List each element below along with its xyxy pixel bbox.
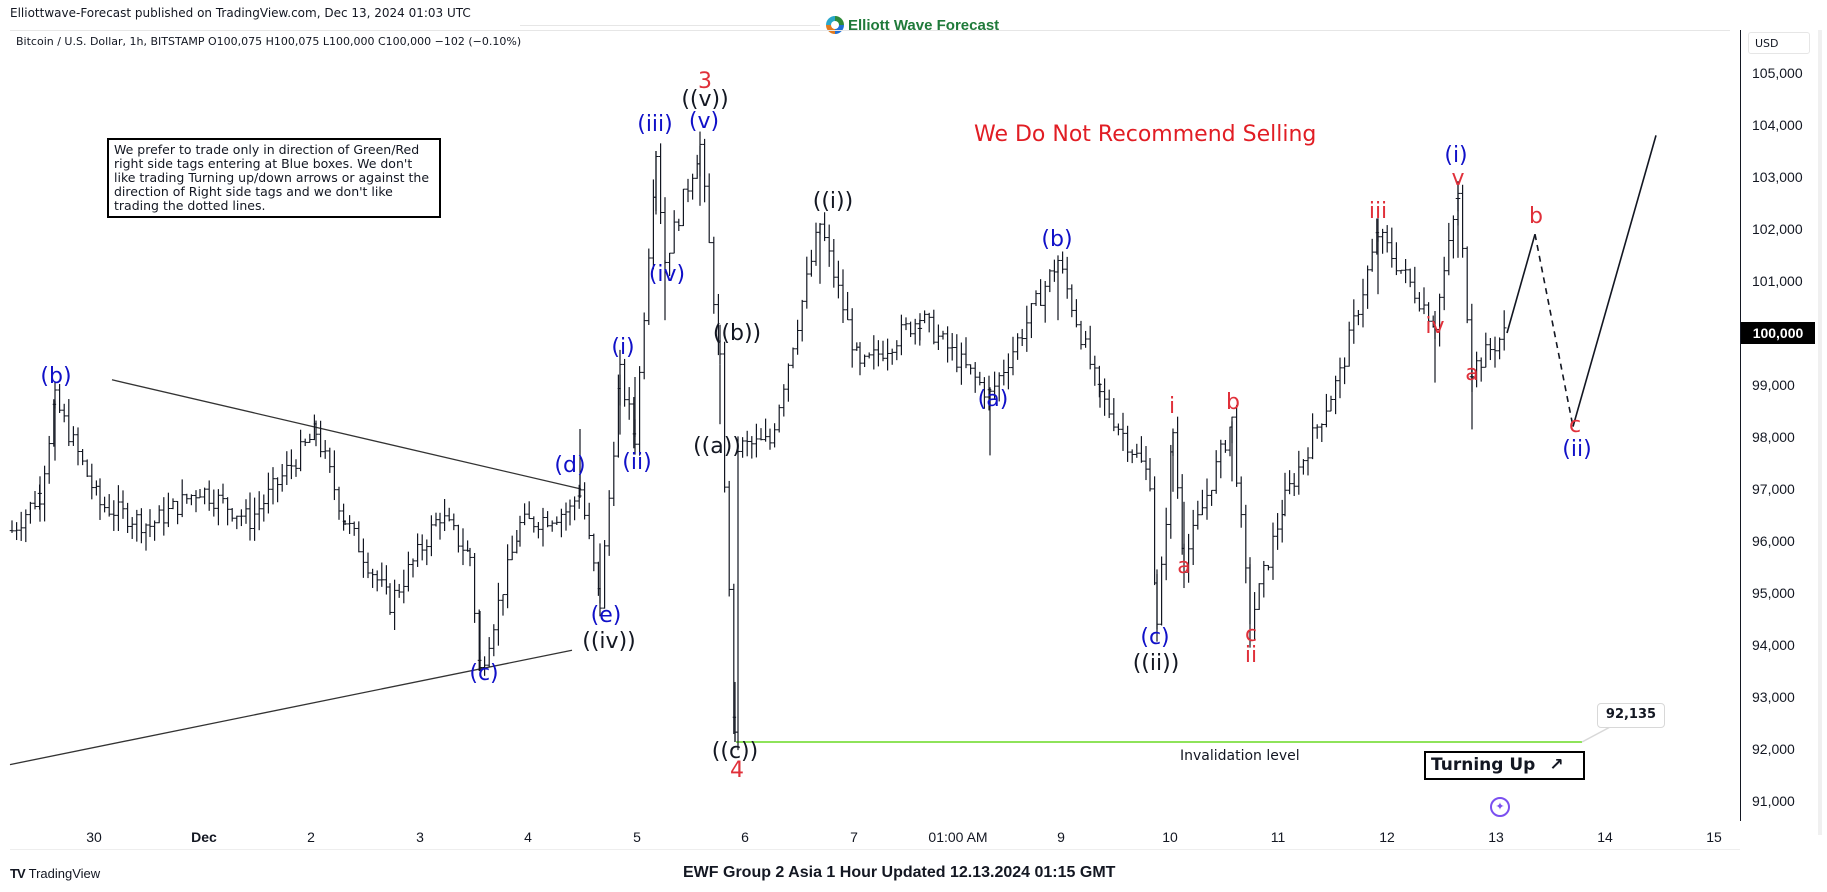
time-tick: 13 bbox=[1488, 829, 1504, 845]
price-tick: 104,000 bbox=[1752, 117, 1803, 133]
tradingview-logo-icon: TV bbox=[10, 866, 26, 881]
wave-label: iii bbox=[1369, 199, 1387, 224]
wave-label: iv bbox=[1425, 314, 1444, 339]
invalidation-price-callout: 92,135 bbox=[1597, 703, 1665, 728]
wave-label: (b) bbox=[40, 364, 71, 389]
wave-label: ((iv)) bbox=[582, 629, 635, 654]
wave-label: (b) bbox=[1041, 227, 1072, 252]
price-tick: 93,000 bbox=[1752, 689, 1795, 705]
projection-rally bbox=[1572, 135, 1657, 427]
wave-label: (c) bbox=[1140, 625, 1169, 650]
time-tick: 11 bbox=[1270, 829, 1286, 845]
time-tick: 30 bbox=[86, 829, 102, 845]
wave-label: (i) bbox=[611, 335, 634, 360]
wave-label: (c) bbox=[469, 661, 498, 686]
projection-wave-b bbox=[1506, 233, 1536, 334]
wave-label: v bbox=[1451, 166, 1464, 191]
callout-pointer bbox=[1581, 725, 1613, 743]
time-tick: 12 bbox=[1379, 829, 1395, 845]
ewf-logo-icon bbox=[826, 16, 844, 34]
wave-label: i bbox=[1169, 394, 1175, 419]
wave-label: b bbox=[1226, 390, 1240, 415]
wave-label: b bbox=[1529, 204, 1543, 229]
wave-label: ((a)) bbox=[693, 434, 741, 459]
current-price-badge: 100,000 bbox=[1741, 322, 1815, 344]
wave-label: (a) bbox=[978, 387, 1009, 412]
symbol-info-bar: Bitcoin / U.S. Dollar, 1h, BITSTAMP O100… bbox=[10, 30, 1730, 52]
symbol-ohlc-legend: Bitcoin / U.S. Dollar, 1h, BITSTAMP O100… bbox=[16, 35, 522, 48]
time-tick: 14 bbox=[1597, 829, 1613, 845]
time-tick: 7 bbox=[850, 829, 858, 845]
price-tick: 101,000 bbox=[1752, 273, 1803, 289]
no-sell-notice: We Do Not Recommend Selling bbox=[974, 122, 1317, 147]
price-tick: 94,000 bbox=[1752, 637, 1795, 653]
time-tick: 3 bbox=[416, 829, 424, 845]
wave-label: (iii) bbox=[637, 112, 673, 137]
tradingview-footer[interactable]: TV TradingView bbox=[10, 866, 100, 881]
wave-label: (ii) bbox=[1562, 437, 1591, 462]
wave-label: (d) bbox=[554, 453, 585, 478]
price-tick: 98,000 bbox=[1752, 429, 1795, 445]
brand-logo-link[interactable]: Elliott Wave Forecast bbox=[826, 16, 999, 34]
price-tick: 97,000 bbox=[1752, 481, 1795, 497]
price-tick: 99,000 bbox=[1752, 377, 1795, 393]
price-axis-edge bbox=[1818, 30, 1822, 835]
time-axis[interactable]: 30 Dec 2 3 4 5 6 7 01:00 AM 9 10 11 12 13 14 15 bbox=[10, 821, 1740, 850]
brand-name: Elliott Wave Forecast bbox=[848, 16, 1000, 34]
price-tick: 102,000 bbox=[1752, 221, 1803, 237]
triangle-trendline bbox=[9, 649, 573, 766]
wave-label: a bbox=[1177, 554, 1190, 579]
price-axis[interactable] bbox=[1740, 30, 1819, 821]
published-note: Elliottwave-Forecast published on Tradin… bbox=[10, 6, 471, 20]
ewf-update-note: EWF Group 2 Asia 1 Hour Updated 12.13.20… bbox=[683, 864, 1116, 881]
time-tick: Dec bbox=[191, 829, 217, 845]
time-tick: 01:00 AM bbox=[928, 829, 988, 845]
wave-label: (i) bbox=[1444, 143, 1467, 168]
turning-up-box: Turning Up ↗ bbox=[1424, 751, 1585, 780]
wave-label: c bbox=[1245, 622, 1257, 647]
price-tick: 103,000 bbox=[1752, 169, 1803, 185]
projection-wave-c-dashed bbox=[1534, 234, 1574, 427]
currency-selector[interactable]: USD bbox=[1748, 32, 1810, 54]
time-tick: 2 bbox=[307, 829, 315, 845]
wave-label: c bbox=[1569, 413, 1581, 438]
price-tick: 92,000 bbox=[1752, 741, 1795, 757]
wave-label: (v) bbox=[689, 109, 719, 134]
time-tick: 4 bbox=[524, 829, 532, 845]
disclaimer-box: We prefer to trade only in direction of … bbox=[107, 138, 441, 218]
time-tick: 10 bbox=[1162, 829, 1178, 845]
price-tick: 96,000 bbox=[1752, 533, 1795, 549]
price-tick: 95,000 bbox=[1752, 585, 1795, 601]
price-tick: 105,000 bbox=[1752, 65, 1803, 81]
wave-label: (ii) bbox=[622, 450, 651, 475]
price-tick: 91,000 bbox=[1752, 793, 1795, 809]
wave-label: ((ii)) bbox=[1133, 651, 1180, 676]
time-tick: 5 bbox=[633, 829, 641, 845]
wave-label: (e) bbox=[591, 603, 622, 628]
time-tick: 9 bbox=[1057, 829, 1065, 845]
time-tick: 6 bbox=[741, 829, 749, 845]
time-tick: 15 bbox=[1706, 829, 1722, 845]
wave-label: ((c)) bbox=[712, 739, 758, 764]
wave-label: a bbox=[1465, 361, 1478, 386]
turning-up-label: Turning Up bbox=[1431, 755, 1536, 775]
triangle-trendline bbox=[111, 379, 582, 490]
wave-label: ((v)) bbox=[681, 87, 728, 112]
arrow-up-right-icon: ↗ bbox=[1549, 755, 1564, 775]
header-divider bbox=[520, 25, 820, 26]
wave-label: 4 bbox=[730, 758, 744, 783]
wave-label: ((i)) bbox=[813, 189, 853, 214]
wave-label: 3 bbox=[698, 69, 712, 94]
sparkle-icon[interactable]: ✦ bbox=[1490, 797, 1510, 817]
wave-label: ii bbox=[1245, 643, 1257, 668]
tradingview-label: TradingView bbox=[28, 866, 101, 881]
wave-label: (iv) bbox=[649, 262, 685, 287]
wave-label: ((b)) bbox=[713, 321, 761, 346]
invalidation-level-label: Invalidation level bbox=[1180, 748, 1300, 764]
